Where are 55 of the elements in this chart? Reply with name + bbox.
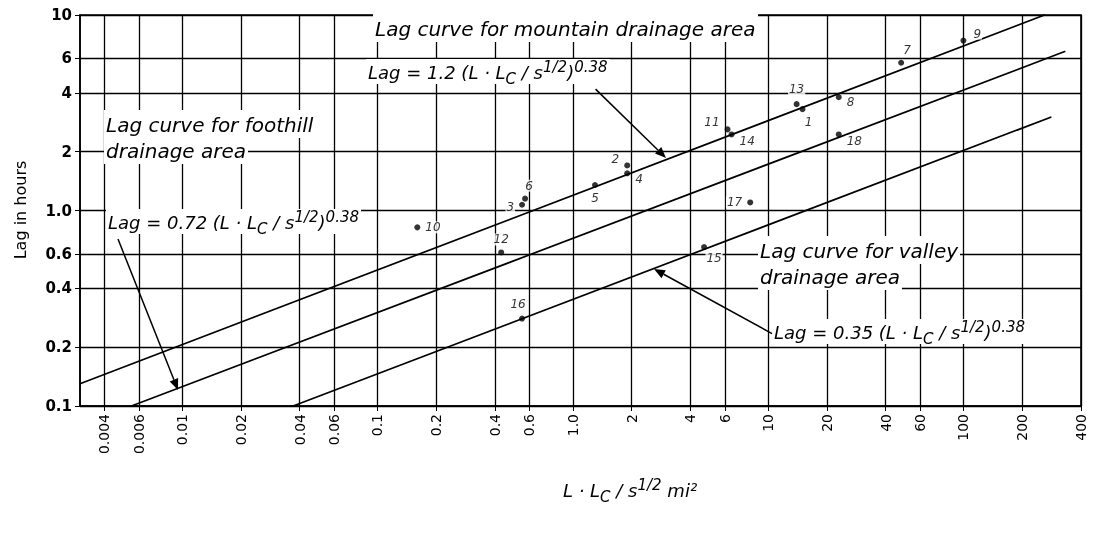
series-label: 12 [493,232,509,247]
series-label: 14 [739,134,755,149]
x-tick-label: 60 [912,414,929,432]
x-tick-label: 0.01 [174,414,191,446]
series-label: 7 [903,42,912,57]
x-tick-label: 1.0 [564,414,581,437]
x-tick-label: 0.006 [130,413,147,455]
x-tick-label: 6 [716,413,733,423]
y-axis-title: Lag in hours [10,160,30,260]
annotation: Lag = 1.2 (L · L$_{C}$ / s$^{1/2}$)$^{0.38}$ [367,58,609,88]
x-tick-label: 10 [760,414,777,432]
x-tick-label: 400 [1073,414,1089,441]
y-tick-label: 6 [61,49,72,68]
x-tick-label: 4 [682,413,699,423]
series-label: 5 [591,191,599,206]
series-label: 2 [611,152,620,167]
series-label: 11 [704,115,720,130]
series-label: 18 [846,134,863,149]
annotation: Lag curve for foothill drainage area [104,110,316,164]
y-tick-label: 2 [61,142,72,161]
series-label: 17 [726,195,743,210]
annotation: Lag = 0.72 (L · L$_{C}$ / s$^{1/2}$)$^{0.38}$ [107,208,360,238]
x-tick-label: 20 [818,414,835,432]
annotation: Lag curve for valley drainage area [758,236,961,290]
x-tick-label: 0.1 [369,414,386,437]
x-tick-label: 0.2 [428,414,445,437]
annotation: Lag = 0.35 (L · L$_{C}$ / s$^{1/2}$)$^{0.38}$ [773,318,1026,348]
series-label: 15 [706,251,722,266]
y-tick-label: 10 [51,6,72,24]
series-label: 16 [510,296,527,311]
series-label: 1 [804,115,813,130]
y-tick-label: 0.4 [45,279,72,298]
y-tick-label: 1.0 [45,201,72,220]
x-tick-label: 200 [1014,414,1031,441]
x-tick-label: 0.04 [291,413,308,446]
x-tick-label: 40 [877,414,894,432]
series-label: 6 [525,178,534,193]
x-tick-label: 100 [955,414,972,441]
x-axis-title: L · L$_{C}$ / s$^{1/2}$ mi² [562,476,698,506]
x-tick-label: 0.02 [232,414,249,446]
y-tick-label: 0.2 [45,338,72,357]
series-label: 8 [846,95,855,110]
x-tick-label: 0.004 [96,413,113,455]
series-label: 13 [788,82,805,97]
annotation: Lag curve for mountain drainage area [373,14,758,42]
x-tick-label: 0.6 [521,413,538,437]
x-tick-label: 0.4 [487,413,504,437]
x-tick-label: 2 [623,414,640,423]
series-label: 9 [973,26,982,41]
y-tick-label: 0.6 [45,244,72,263]
series-label: 4 [635,172,643,187]
series-label: 3 [506,199,515,214]
x-tick-label: 0.06 [326,413,343,446]
y-tick-label: 4 [61,83,72,102]
series-label: 10 [425,220,441,235]
